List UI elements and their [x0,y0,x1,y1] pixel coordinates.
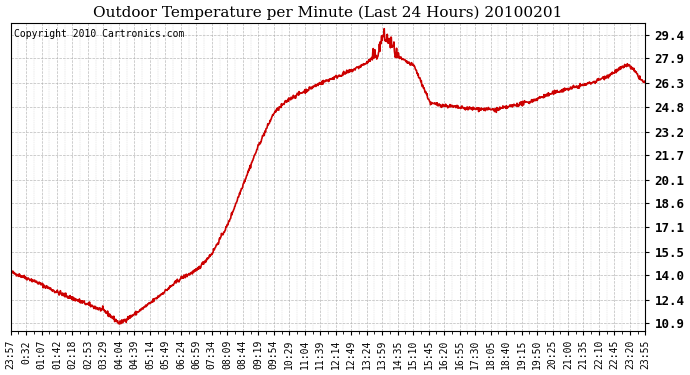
Text: Copyright 2010 Cartronics.com: Copyright 2010 Cartronics.com [14,28,184,39]
Title: Outdoor Temperature per Minute (Last 24 Hours) 20100201: Outdoor Temperature per Minute (Last 24 … [93,6,562,20]
